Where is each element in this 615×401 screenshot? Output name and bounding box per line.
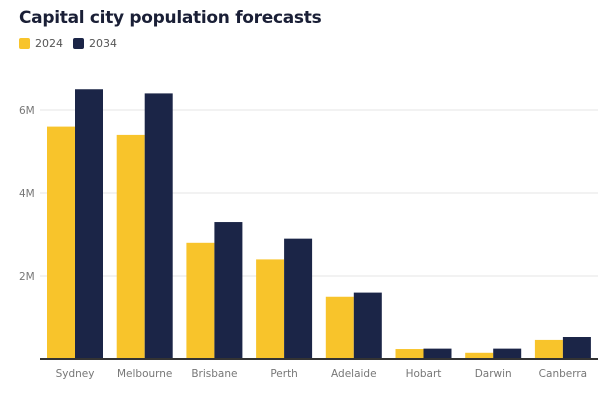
legend-item-2034: 2034 xyxy=(73,37,117,50)
y-tick-label: 2M xyxy=(19,271,35,283)
legend-swatch-2034 xyxy=(73,38,84,49)
x-tick-label: Canberra xyxy=(539,368,587,380)
legend-swatch-2024 xyxy=(19,38,30,49)
legend-label-2034: 2034 xyxy=(89,37,117,50)
bar-brisbane-2034 xyxy=(214,222,243,359)
y-tick-label: 6M xyxy=(19,105,35,117)
chart-title: Capital city population forecasts xyxy=(19,8,322,28)
legend-label-2024: 2024 xyxy=(35,37,63,50)
bar-perth-2024 xyxy=(256,259,285,359)
bar-adelaide-2034 xyxy=(353,292,382,359)
x-tick-label: Darwin xyxy=(475,368,512,380)
bar-melbourne-2034 xyxy=(144,93,173,360)
bar-canberra-2024 xyxy=(534,339,563,359)
bar-canberra-2034 xyxy=(562,337,591,359)
bar-hobart-2034 xyxy=(423,348,452,359)
x-tick-label: Perth xyxy=(270,368,298,380)
x-tick-label: Adelaide xyxy=(331,368,377,380)
bar-hobart-2024 xyxy=(395,349,424,359)
y-tick-label: 4M xyxy=(19,188,35,200)
bar-perth-2034 xyxy=(284,238,313,359)
x-tick-label: Sydney xyxy=(56,368,95,380)
legend-item-2024: 2024 xyxy=(19,37,63,50)
bar-brisbane-2024 xyxy=(186,242,215,359)
bar-sydney-2034 xyxy=(75,89,103,359)
legend: 2024 2034 xyxy=(19,37,117,50)
bar-sydney-2024 xyxy=(47,126,75,359)
x-tick-label: Hobart xyxy=(406,368,442,380)
bar-darwin-2034 xyxy=(493,348,522,359)
bar-melbourne-2024 xyxy=(116,134,145,359)
bar-adelaide-2024 xyxy=(325,296,354,359)
bar-darwin-2024 xyxy=(465,352,494,359)
x-tick-label: Brisbane xyxy=(191,368,237,380)
x-tick-label: Melbourne xyxy=(117,368,172,380)
